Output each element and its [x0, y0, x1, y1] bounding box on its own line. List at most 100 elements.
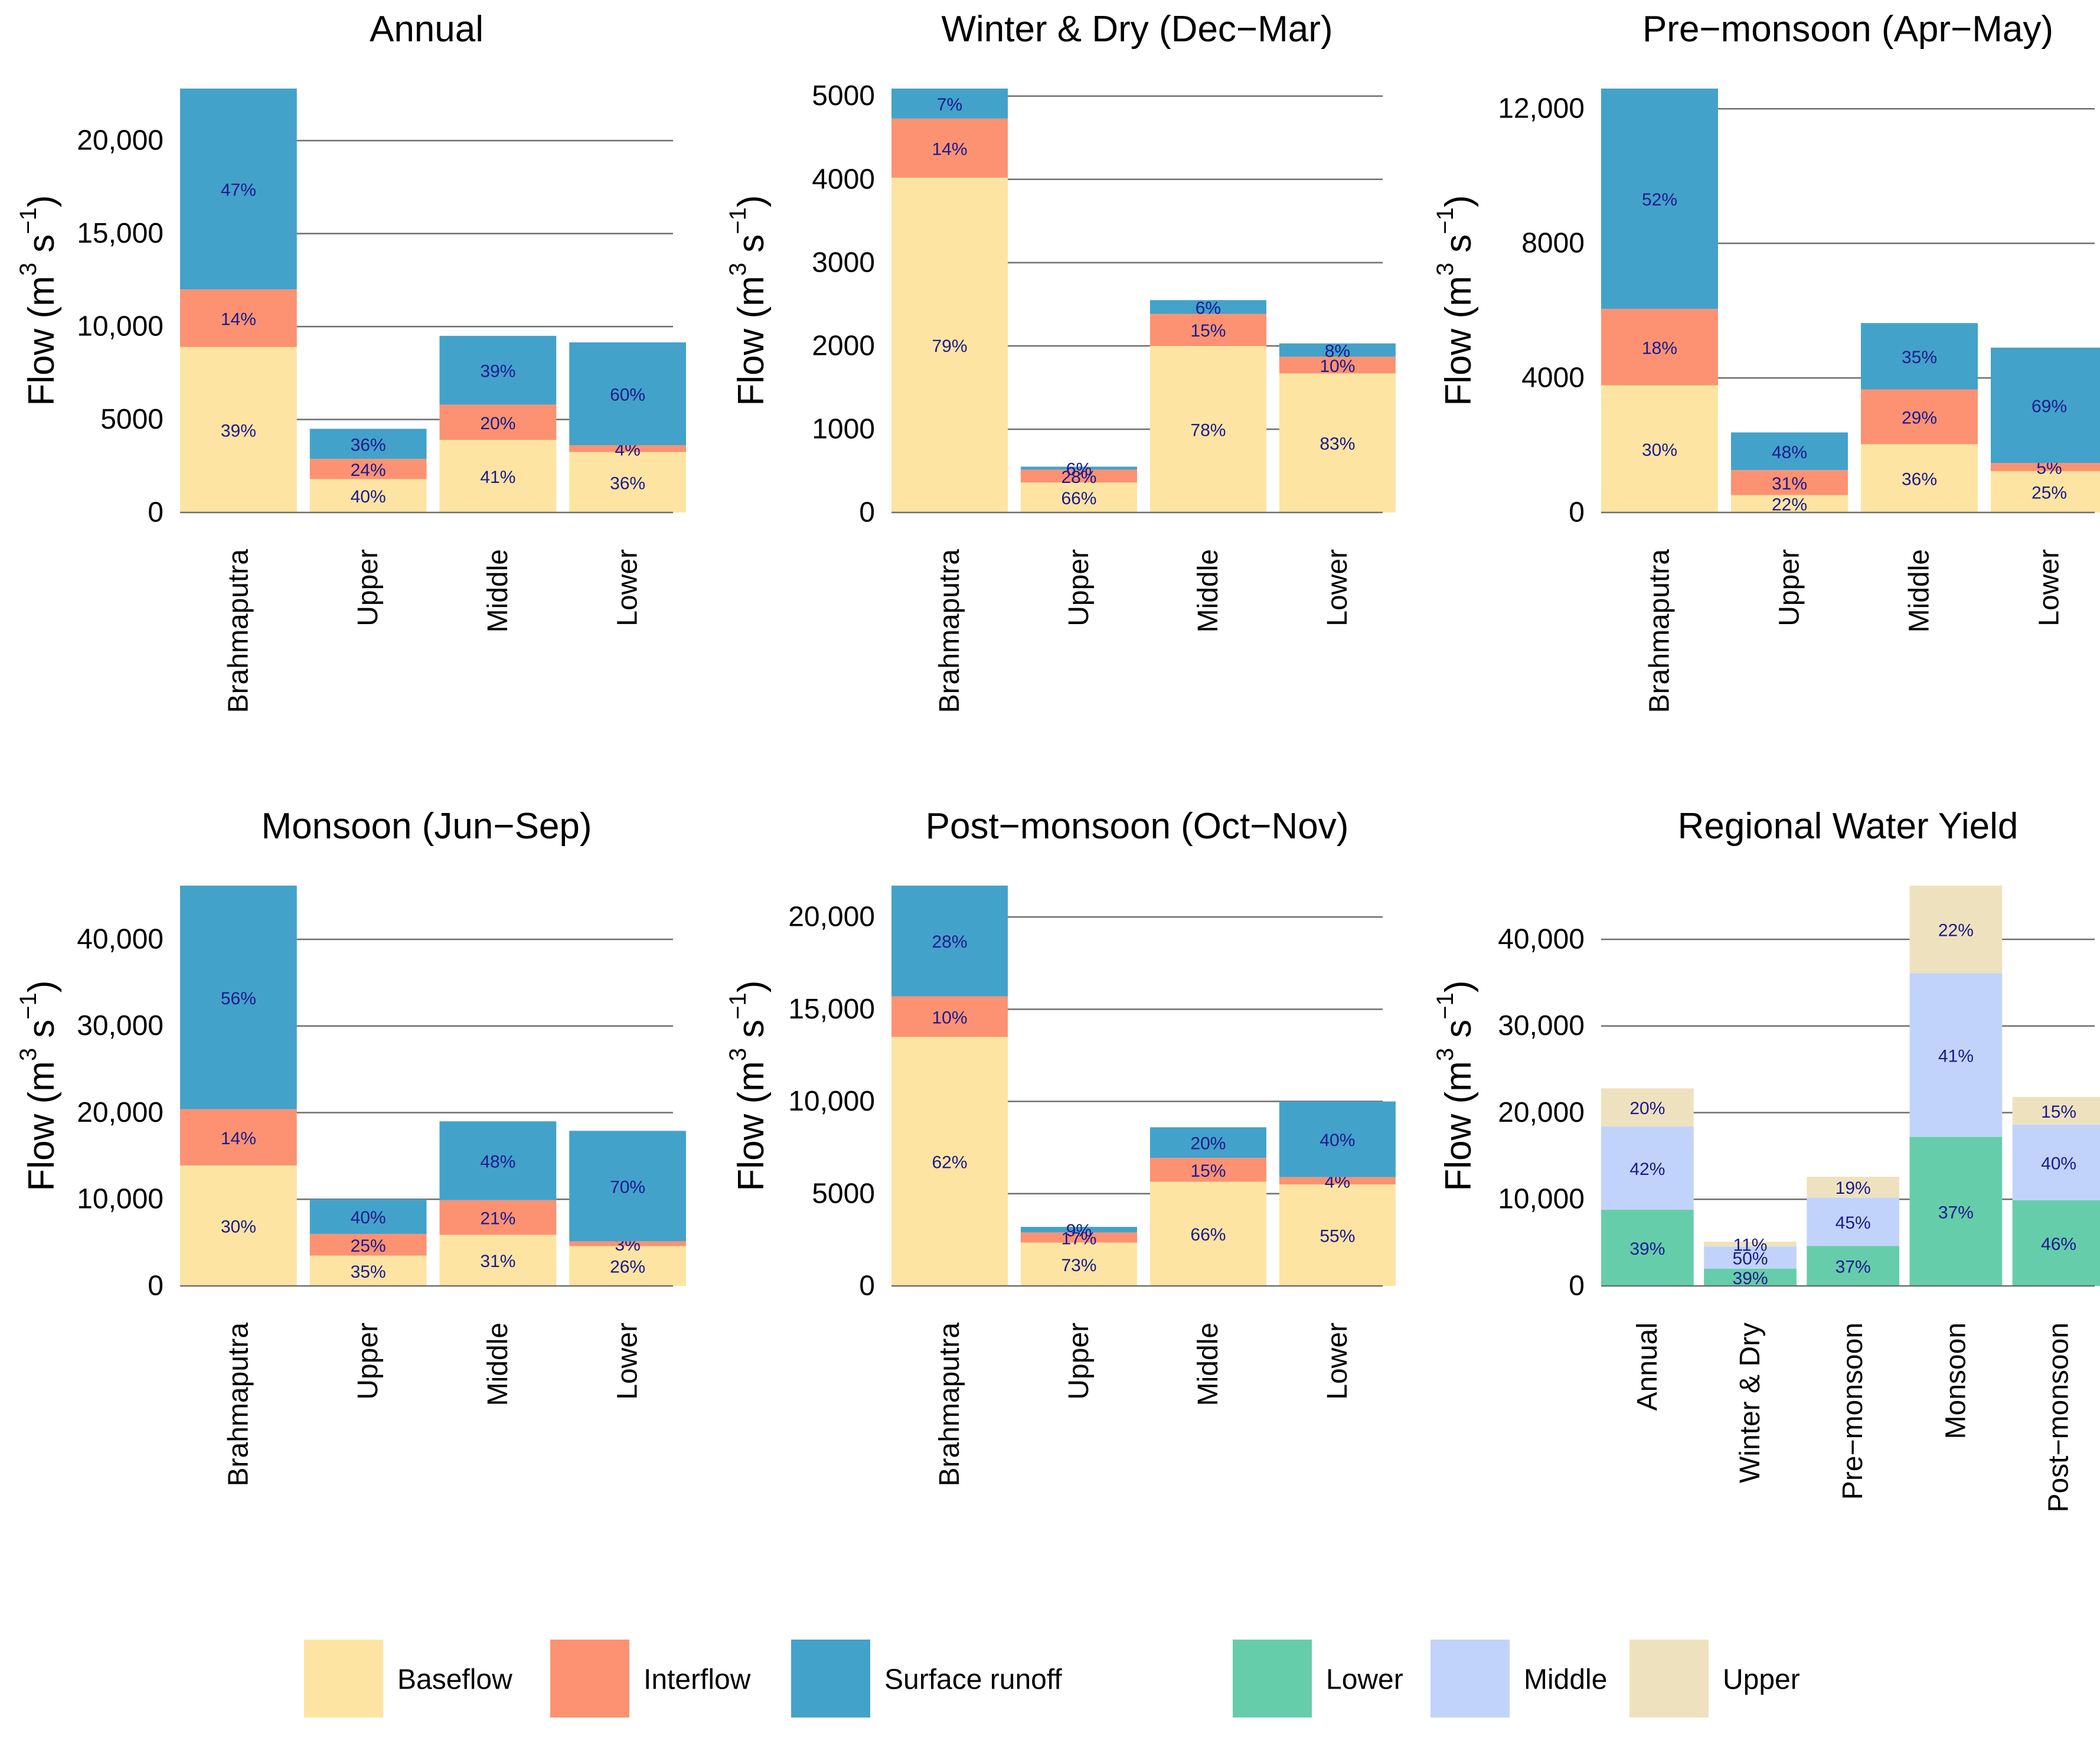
bar-segment-surface-runoff: [1020, 466, 1137, 470]
data-label: 15%: [1190, 321, 1226, 341]
bar-segment-surface-runoff: [1279, 343, 1396, 357]
x-tick-label: Brahmaputra: [223, 1323, 254, 1487]
panels: Annual Flow (m3 s−1) 0 5000 10,000 15,000 20,0…: [15, 9, 2100, 1513]
bar-segment-baseflow: [180, 1165, 297, 1286]
y-tick-label: 30,000: [77, 1010, 164, 1041]
data-label: 8%: [1325, 341, 1350, 361]
data-label: 66%: [1190, 1225, 1226, 1245]
bar-segment-surface-runoff: [1991, 347, 2100, 463]
legend: Baseflow Interflow Surface runoff Lower Midd…: [304, 1640, 1800, 1718]
y-tick-label: 20,000: [77, 1097, 164, 1128]
data-label: 25%: [2032, 483, 2067, 502]
y-tick-label: 10,000: [77, 1184, 164, 1215]
y-tick-label: 4000: [1521, 363, 1585, 394]
bar-segment-interflow: [1731, 470, 1848, 495]
y-tick-label: 1000: [812, 413, 875, 445]
data-label: 24%: [351, 461, 386, 480]
data-label: 25%: [351, 1236, 386, 1256]
bar-segment-baseflow: [1020, 1242, 1137, 1286]
bar-segment-surface-runoff: [1149, 300, 1266, 314]
bar-segment-interflow: [439, 404, 557, 440]
y-tick-label: 0: [859, 497, 875, 528]
bar-segment-baseflow: [1601, 385, 1718, 512]
data-label: 36%: [351, 435, 386, 455]
x-tick-label: Upper: [1063, 549, 1095, 626]
bar-segment-baseflow: [439, 440, 557, 512]
x-tick-label: Post−monsoon: [2043, 1323, 2075, 1513]
bar-segment-surface-runoff: [891, 886, 1008, 997]
data-label: 22%: [1938, 921, 1974, 941]
bar-segment-baseflow: [1279, 373, 1396, 512]
data-label: 6%: [1066, 459, 1092, 479]
bar-segment-surface-runoff: [180, 886, 297, 1109]
panel-2: Winter & Dry (Dec−Mar) Flow (m3 s−1) 0 1000…: [725, 9, 1396, 713]
legend-item-middle: Middle: [1431, 1640, 1607, 1718]
bar-segment-baseflow: [1731, 495, 1848, 512]
data-label: 42%: [1629, 1160, 1665, 1179]
data-label: 60%: [610, 385, 645, 404]
bar-segment-interflow: [1991, 463, 2100, 471]
data-label: 83%: [1320, 435, 1355, 454]
data-label: 14%: [221, 1129, 256, 1148]
data-label: 69%: [2032, 397, 2067, 416]
x-tick-label: Lower: [2034, 549, 2065, 626]
bar-segment-interflow: [1149, 314, 1266, 346]
legend-label: Lower: [1326, 1664, 1403, 1696]
y-tick-label: 12,000: [1498, 93, 1585, 125]
bar-segment-baseflow: [309, 1255, 427, 1286]
data-label: 6%: [1196, 298, 1221, 318]
data-label: 40%: [1320, 1131, 1355, 1150]
bar-segment-upper: [1704, 1242, 1797, 1247]
bar-segment-baseflow: [180, 347, 297, 512]
bar-segment-baseflow: [1149, 1181, 1266, 1286]
bar-segment-lower: [1601, 1209, 1694, 1286]
y-tick-label: 5000: [812, 80, 875, 112]
y-axis-label: Flow (m3 s−1): [15, 980, 62, 1191]
data-label: 39%: [1733, 1269, 1768, 1288]
panel-4: Monsoon (Jun−Sep) Flow (m3 s−1) 0 10,000 20,…: [15, 806, 686, 1486]
data-label: 15%: [1190, 1161, 1226, 1181]
bar-segment-lower: [2012, 1200, 2100, 1286]
y-tick-label: 4000: [812, 164, 875, 195]
y-tick-label: 10,000: [1498, 1184, 1585, 1215]
y-axis-label: Flow (m3 s−1): [15, 195, 62, 406]
data-label: 40%: [351, 1208, 386, 1227]
data-label: 30%: [1642, 440, 1677, 460]
bar-segment-baseflow: [1861, 444, 1978, 512]
bar-segment-baseflow: [891, 1037, 1008, 1286]
x-tick-label: Brahmaputra: [223, 549, 254, 713]
y-tick-label: 40,000: [77, 923, 164, 955]
data-label: 41%: [1938, 1046, 1974, 1066]
y-axis-label: Flow (m3 s−1): [725, 980, 772, 1191]
x-tick-label: Upper: [1063, 1323, 1095, 1400]
bar-segment-baseflow: [1020, 482, 1137, 512]
panel-title: Pre−monsoon (Apr−May): [1642, 9, 2053, 50]
bar-segment-interflow: [1020, 1232, 1137, 1243]
bar-segment-interflow: [1601, 309, 1718, 386]
data-label: 45%: [1836, 1213, 1871, 1233]
x-tick-label: Lower: [1322, 1323, 1353, 1400]
bar-segment-upper: [1601, 1088, 1694, 1127]
bar-segment-interflow: [569, 1241, 686, 1246]
x-tick-label: Middle: [1904, 549, 1935, 632]
bar-segment-middle: [1909, 973, 2003, 1137]
bar-segment-baseflow: [1149, 345, 1266, 512]
data-label: 62%: [932, 1153, 968, 1173]
data-label: 39%: [480, 362, 515, 381]
x-tick-label: Upper: [352, 549, 384, 626]
bar-segment-interflow: [309, 1233, 427, 1256]
bar-segment-surface-runoff: [309, 1199, 427, 1234]
legend-item-interflow: Interflow: [550, 1640, 751, 1718]
panel-3: Pre−monsoon (Apr−May) Flow (m3 s−1) 0 4000 8…: [1432, 9, 2100, 713]
data-label: 20%: [1629, 1099, 1665, 1118]
y-tick-label: 5000: [100, 404, 164, 435]
y-tick-label: 0: [859, 1271, 875, 1302]
bar-segment-interflow: [309, 459, 427, 479]
data-label: 48%: [1772, 443, 1807, 462]
legend-swatch: [1233, 1640, 1312, 1718]
y-axis-label: Flow (m3 s−1): [1432, 195, 1479, 406]
x-tick-label: Brahmaputra: [934, 1323, 965, 1487]
y-tick-label: 15,000: [77, 218, 164, 249]
bar-segment-baseflow: [439, 1235, 557, 1286]
x-tick-label: Winter & Dry: [1735, 1323, 1766, 1483]
